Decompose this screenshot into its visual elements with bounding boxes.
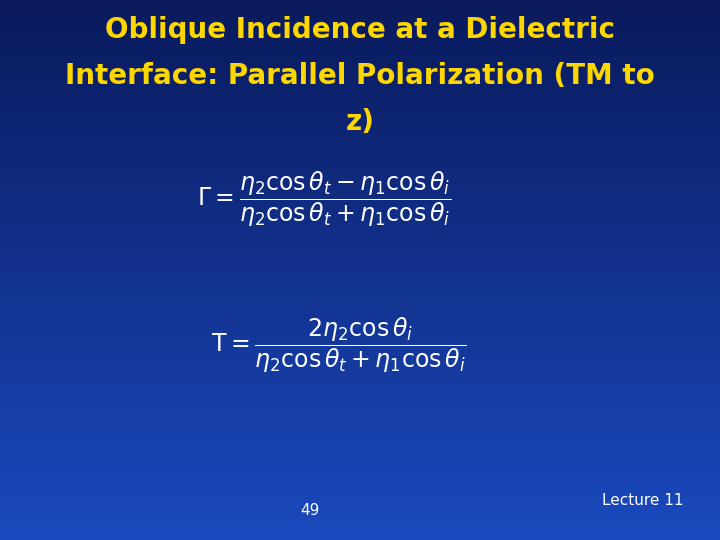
- Text: Interface: Parallel Polarization (TM to: Interface: Parallel Polarization (TM to: [65, 62, 655, 90]
- Text: z): z): [346, 108, 374, 136]
- Text: 49: 49: [300, 503, 319, 518]
- Text: $\Gamma = \dfrac{\eta_2 \cos\theta_t - \eta_1 \cos\theta_i}{\eta_2 \cos\theta_t : $\Gamma = \dfrac{\eta_2 \cos\theta_t - \…: [197, 170, 451, 230]
- Text: Lecture 11: Lecture 11: [603, 492, 684, 508]
- Text: $\mathrm{T} = \dfrac{2\eta_2 \cos\theta_i}{\eta_2 \cos\theta_t + \eta_1 \cos\the: $\mathrm{T} = \dfrac{2\eta_2 \cos\theta_…: [211, 316, 466, 375]
- Text: Oblique Incidence at a Dielectric: Oblique Incidence at a Dielectric: [105, 16, 615, 44]
